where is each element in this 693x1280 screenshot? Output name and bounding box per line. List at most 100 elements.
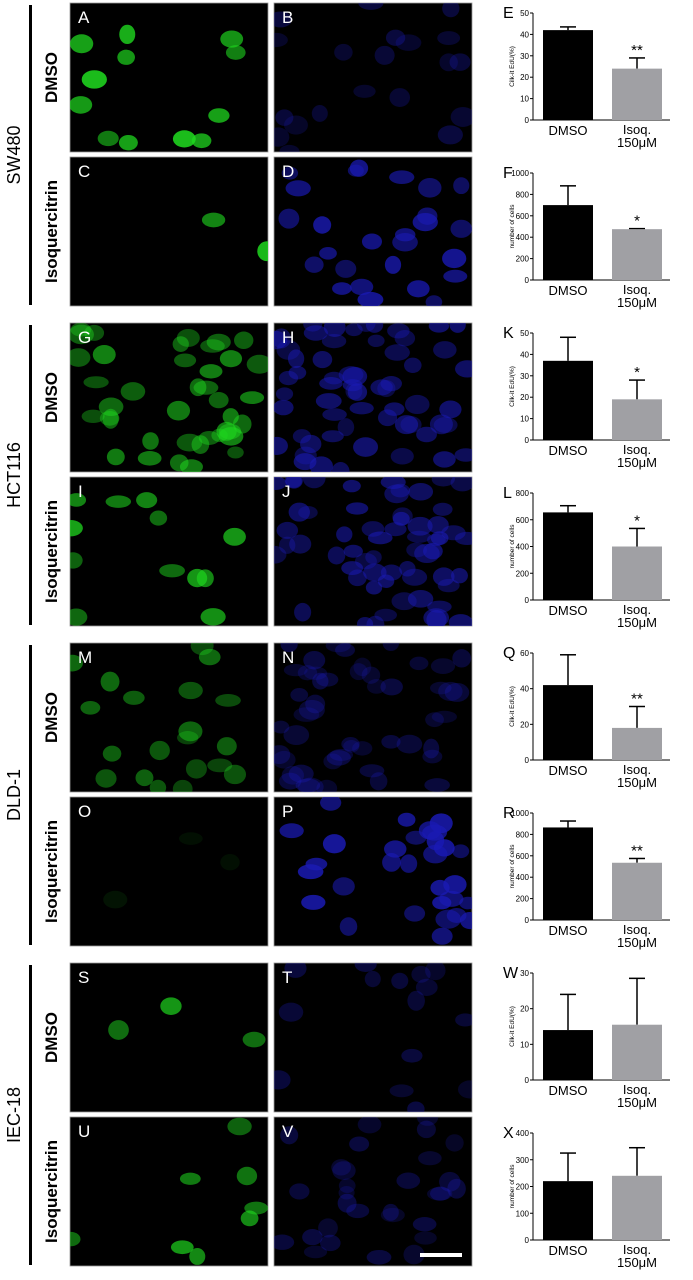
nuclei	[70, 323, 268, 472]
nucleus	[216, 737, 237, 756]
nucleus	[159, 564, 185, 578]
y-tick-label: 30	[520, 372, 529, 381]
y-tick-label: 0	[525, 436, 530, 445]
nucleus	[274, 720, 290, 734]
nucleus	[392, 233, 418, 252]
y-tick-label: 0	[525, 916, 530, 925]
nucleus	[275, 387, 294, 401]
nucleus	[352, 741, 373, 756]
microscopy-image	[69, 642, 269, 793]
nucleus	[345, 323, 363, 337]
y-tick-label: 600	[516, 852, 530, 861]
nucleus	[223, 764, 247, 785]
nucleus	[407, 516, 433, 536]
nucleus	[425, 295, 443, 306]
edu-image-panel: G	[69, 322, 269, 473]
nucleus	[437, 578, 460, 593]
nucleus	[429, 414, 453, 435]
panel-letter: V	[282, 1122, 294, 1141]
cell-line-bracket	[29, 645, 32, 945]
nucleus	[309, 456, 333, 472]
x-tick-label: Isoq.	[623, 762, 651, 777]
significance-marker: *	[634, 512, 640, 529]
nucleus	[225, 45, 246, 60]
nucleus	[97, 130, 119, 147]
nucleus	[348, 569, 367, 587]
y-tick-label: 50	[520, 9, 529, 18]
nucleus	[99, 410, 120, 426]
y-tick-label: 1000	[511, 809, 529, 818]
nucleus	[457, 1080, 472, 1099]
nucleus	[389, 1084, 414, 1098]
dapi-image-panel: P	[273, 796, 473, 947]
nucleus	[178, 681, 203, 700]
edu-image-panel: C	[69, 156, 269, 307]
nucleus	[425, 963, 446, 981]
nucleus	[366, 1249, 392, 1265]
nucleus	[242, 1031, 266, 1048]
edu-image-panel: S	[69, 962, 269, 1113]
chart-panel-letter: Q	[503, 645, 515, 662]
nucleus	[284, 115, 308, 135]
nucleus	[327, 546, 346, 565]
nucleus	[177, 731, 199, 745]
nucleus	[338, 1178, 356, 1194]
nucleus	[447, 1178, 466, 1199]
nucleus	[450, 477, 472, 492]
nucleus	[303, 650, 326, 670]
nucleus	[406, 530, 432, 543]
cell-line-bracket	[29, 325, 32, 625]
nucleus	[437, 31, 461, 45]
nucleus	[169, 454, 189, 472]
nucleus	[70, 348, 91, 367]
nucleus	[170, 1240, 194, 1255]
x-tick-label: Isoq.	[623, 282, 651, 297]
nucleus	[288, 365, 307, 380]
nucleus	[416, 1120, 436, 1139]
nucleus	[135, 769, 154, 787]
nucleus	[220, 854, 240, 871]
nucleus	[137, 451, 162, 466]
nucleus	[246, 354, 268, 374]
nucleus	[455, 1013, 472, 1027]
nucleus	[370, 379, 393, 396]
dapi-image-panel: H	[273, 322, 473, 473]
nucleus	[227, 1117, 252, 1136]
x-tick-label: Isoq.	[623, 442, 651, 457]
nucleus	[219, 350, 243, 368]
nucleus	[335, 259, 357, 278]
edu-image-panel: U	[69, 1116, 269, 1267]
nucleus	[407, 990, 425, 1011]
nucleus	[108, 1020, 129, 1040]
condition-label: Isoquercitrin	[42, 180, 61, 283]
chart-panel-letter: X	[503, 1125, 514, 1142]
nucleus	[275, 109, 294, 126]
nucleus	[438, 681, 463, 701]
nucleus	[189, 1248, 206, 1265]
cell-line-label: SW480	[4, 125, 24, 184]
significance-marker: **	[631, 42, 643, 59]
nucleus	[442, 248, 467, 269]
cell-line-bracket	[29, 5, 32, 305]
nucleus	[274, 750, 296, 769]
nucleus	[274, 1070, 291, 1090]
bar-isoq	[612, 862, 662, 920]
nucleus	[409, 656, 429, 671]
significance-marker: **	[631, 842, 643, 859]
condition-label: DMSO	[42, 52, 61, 103]
y-tick-label: 40	[520, 30, 529, 39]
condition-label: DMSO	[42, 1012, 61, 1063]
nucleus	[366, 615, 385, 626]
y-axis-label: number of cells	[509, 524, 516, 569]
bar-chart-W: W Cilk-it EdU(%) 0 10 20 30 DMSO Isoq.150μM	[503, 965, 670, 1110]
nucleus	[427, 533, 446, 547]
nucleus	[418, 1151, 442, 1166]
nucleus	[100, 671, 120, 692]
y-tick-label: 400	[516, 233, 530, 242]
nucleus	[80, 700, 101, 715]
bar-dmso	[543, 827, 593, 920]
nucleus	[374, 608, 398, 622]
nucleus	[302, 1229, 323, 1246]
nucleus	[350, 278, 374, 296]
